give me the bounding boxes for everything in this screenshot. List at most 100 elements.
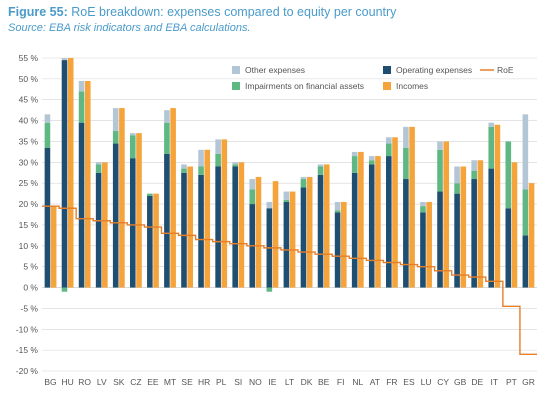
bar-operating-at [368, 164, 375, 288]
x-tick-label: HU [61, 377, 73, 387]
x-tick-label: GR [522, 377, 535, 387]
x-tick-label: NL [352, 377, 363, 387]
bar-incomes-hr [204, 149, 211, 288]
bar-incomes-pt [511, 162, 518, 288]
bar-other-hu [61, 58, 68, 61]
legend-label-other: Other expenses [245, 65, 305, 75]
x-tick-label: DK [301, 377, 313, 387]
bar-impairments-it [488, 126, 495, 169]
x-tick-label: BG [44, 377, 56, 387]
legend-label-impairments: Impairments on financial assets [245, 81, 364, 91]
bar-impairments-gr [522, 189, 529, 236]
bar-impairments-se [181, 168, 187, 173]
legend-swatch-operating [383, 66, 391, 74]
bar-other-cz [129, 133, 136, 136]
bar-incomes-pl [221, 139, 228, 288]
bar-other-sk [112, 108, 119, 132]
x-tick-label: SK [113, 377, 125, 387]
bar-incomes-se [187, 166, 193, 288]
bar-operating-lv [95, 172, 102, 288]
bar-other-ie [266, 201, 273, 209]
bar-incomes-lv [102, 162, 108, 288]
bar-impairments-ie [266, 287, 273, 292]
bar-other-cy [437, 141, 443, 150]
x-tick-label: GB [454, 377, 467, 387]
bar-incomes-lt [289, 191, 296, 288]
bar-operating-es [403, 179, 409, 288]
bar-impairments-pt [505, 141, 512, 209]
bar-operating-cy [437, 191, 443, 288]
x-tick-label: SI [234, 377, 242, 387]
x-tick-label: LV [97, 377, 107, 387]
bar-impairments-lt [283, 199, 290, 202]
bar-incomes-at [375, 156, 381, 288]
bar-incomes-cy [443, 141, 450, 288]
bar-incomes-ro [84, 80, 91, 288]
bar-other-si [232, 162, 238, 165]
x-tick-label: IT [491, 377, 499, 387]
bar-incomes-de [477, 160, 484, 288]
bar-other-lu [420, 201, 426, 207]
x-tick-label: RO [78, 377, 91, 387]
bar-operating-gb [454, 193, 460, 288]
x-tick-label: CZ [130, 377, 141, 387]
bar-operating-hr [198, 174, 204, 288]
bar-impairments-mt [164, 122, 170, 154]
bar-incomes-lu [426, 201, 432, 288]
bar-incomes-fr [392, 137, 398, 288]
bar-other-nl [351, 151, 358, 157]
bar-other-bg [44, 114, 51, 123]
x-tick-label: DE [471, 377, 483, 387]
bar-operating-nl [351, 172, 358, 288]
bar-operating-ee [147, 195, 153, 288]
bar-operating-gr [522, 235, 529, 288]
bar-incomes-cz [136, 133, 142, 288]
y-tick-label: 40 % [19, 116, 39, 126]
legend-swatch-other [232, 66, 240, 74]
bar-impairments-si [232, 164, 238, 167]
x-tick-label: EE [147, 377, 159, 387]
y-tick-label: -10 % [16, 324, 39, 334]
bar-other-no [249, 179, 256, 190]
bar-operating-se [181, 172, 187, 288]
bar-impairments-de [471, 170, 477, 180]
y-tick-label: -15 % [16, 345, 39, 355]
bar-incomes-hu [67, 58, 74, 288]
bar-other-fi [334, 201, 341, 211]
x-tick-label: ES [403, 377, 415, 387]
y-tick-label: 30 % [19, 157, 39, 167]
x-tick-label: SE [181, 377, 193, 387]
bar-operating-ro [78, 122, 85, 288]
y-tick-label: -5 % [21, 303, 39, 313]
y-tick-label: 0 % [23, 283, 38, 293]
bar-incomes-si [238, 162, 245, 288]
figure-title-text: RoE breakdown: expenses compared to equi… [67, 5, 397, 19]
bar-incomes-gb [460, 166, 467, 288]
x-tick-label: HR [198, 377, 210, 387]
bar-operating-si [232, 166, 238, 288]
bar-impairments-nl [351, 156, 358, 173]
bar-other-ro [78, 80, 85, 92]
bar-impairments-es [403, 147, 409, 180]
bar-operating-de [471, 179, 477, 288]
bar-impairments-ee [147, 193, 153, 196]
bar-operating-pt [505, 208, 512, 288]
y-tick-label: 50 % [19, 74, 39, 84]
y-tick-label: 25 % [19, 178, 39, 188]
bar-operating-hu [61, 60, 68, 288]
bar-impairments-dk [300, 179, 307, 188]
bar-impairments-at [368, 160, 375, 165]
x-tick-label: IE [268, 377, 276, 387]
bar-other-se [181, 164, 187, 169]
figure-source: Source: EBA risk indicators and EBA calc… [8, 22, 251, 34]
x-tick-label: NO [249, 377, 262, 387]
bar-operating-sk [112, 143, 119, 288]
bar-operating-fi [334, 212, 341, 288]
bar-operating-fr [386, 156, 392, 288]
bar-incomes-gr [528, 183, 535, 288]
bar-other-es [403, 126, 409, 148]
y-tick-label: 55 % [19, 53, 39, 63]
bar-incomes-it [494, 124, 501, 288]
bar-other-lt [283, 191, 290, 200]
